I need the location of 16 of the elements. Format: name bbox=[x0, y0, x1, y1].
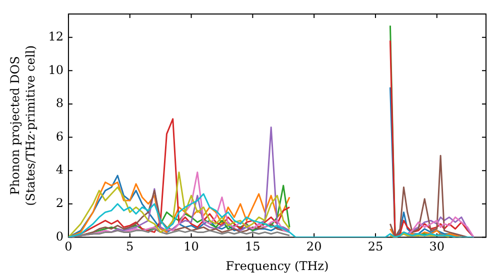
x-tick-label: 15 bbox=[245, 240, 260, 254]
x-tick-label: 30 bbox=[429, 240, 445, 254]
y-tick-label: 10 bbox=[48, 62, 64, 77]
x-tick-label: 5 bbox=[126, 240, 134, 254]
x-tick-label: 25 bbox=[368, 240, 384, 254]
y-tick-label: 6 bbox=[56, 129, 64, 144]
x-axis-title: Frequency (THz) bbox=[226, 258, 329, 273]
x-tick-label: 20 bbox=[306, 240, 322, 254]
x-tick-label: 0 bbox=[64, 240, 72, 254]
y-tick-label: 8 bbox=[56, 96, 64, 110]
y-axis-title: Phonon projected DOS (States/THz·primitive cell) bbox=[8, 45, 38, 206]
y-tick-label: 0 bbox=[56, 229, 64, 244]
y-tick-label: 12 bbox=[48, 29, 64, 44]
y-tick-label: 2 bbox=[56, 196, 64, 210]
x-tick-label: 10 bbox=[184, 240, 199, 254]
y-tick-label: 4 bbox=[56, 162, 64, 177]
